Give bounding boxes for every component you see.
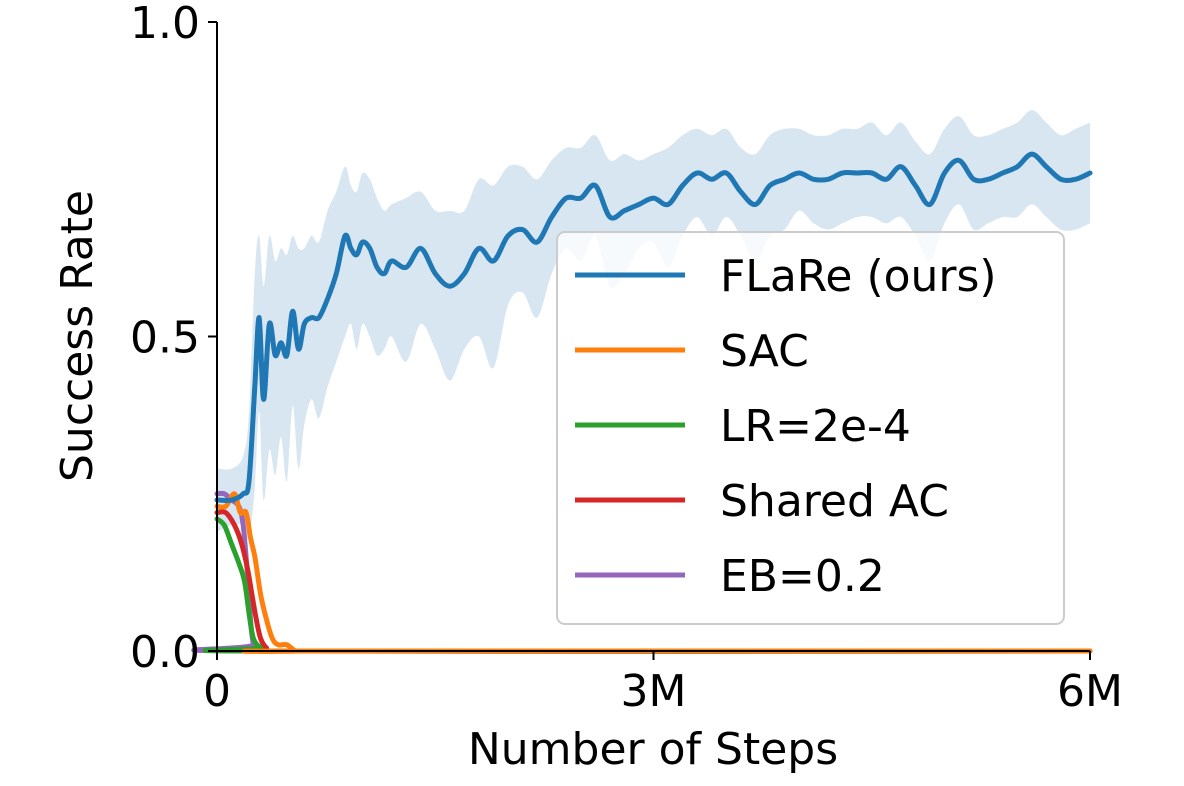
legend-label: LR=2e-4 [720,401,911,452]
legend: FLaRe (ours) SAC LR=2e-4 Shared AC EB=0.2 [556,231,1065,625]
legend-box [556,231,1065,625]
x-tick-label: 0 [203,666,231,717]
legend-label: Shared AC [720,476,949,527]
axis-ticks: 0 3M 6M 0.0 0.5 1.0 [130,0,1123,717]
y-tick-label: 0.0 [130,627,200,678]
y-axis-label: Success Rate [52,190,103,482]
legend-label: EB=0.2 [720,551,885,602]
legend-label: FLaRe (ours) [720,251,997,302]
y-tick-label: 1.0 [130,0,200,49]
confidence-band-series-1 [217,110,1090,540]
legend-label: SAC [720,326,809,377]
series-line-1 [214,151,1093,503]
y-tick-label: 0.5 [130,313,200,364]
x-tick-label: 6M [1057,666,1123,717]
x-tick-label: 3M [621,666,687,717]
x-axis-label: Number of Steps [468,724,838,775]
